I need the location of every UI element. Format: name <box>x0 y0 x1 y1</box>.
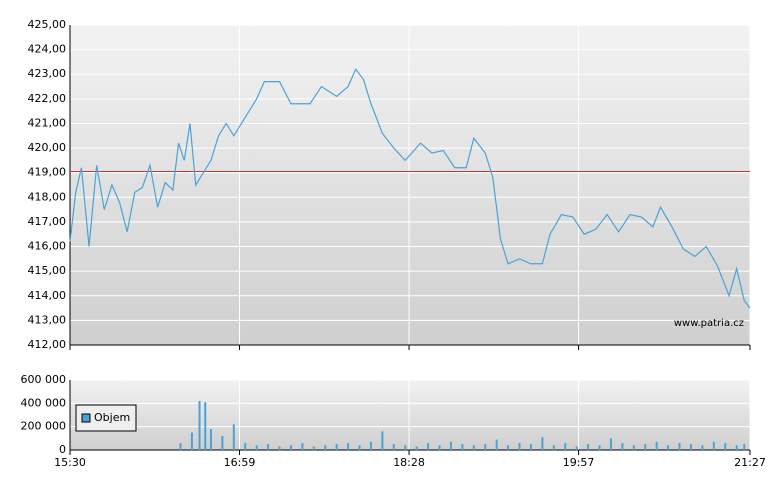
x-tick-label: 15:30 <box>54 456 86 469</box>
volume-bar <box>232 424 235 450</box>
volume-bar <box>381 431 384 450</box>
volume-bar <box>743 444 746 450</box>
volume-bar <box>552 445 555 450</box>
legend: Objem <box>75 404 137 432</box>
volume-bar <box>529 444 532 450</box>
y-tick-label: 423,00 <box>28 67 67 80</box>
x-tick-label: 19:57 <box>563 456 595 469</box>
y-tick-label: 400 000 <box>21 396 67 409</box>
y-tick-label: 420,00 <box>28 141 67 154</box>
volume-bar <box>358 445 361 450</box>
y-tick-label: 412,00 <box>28 338 67 351</box>
y-tick-label: 413,00 <box>28 313 67 326</box>
volume-bar <box>575 446 578 450</box>
y-tick-label: 200 000 <box>21 420 67 433</box>
volume-bar <box>472 445 475 450</box>
price-line <box>69 68 751 309</box>
volume-bar <box>392 444 395 450</box>
volume-bar <box>438 445 441 450</box>
y-tick-label: 415,00 <box>28 264 67 277</box>
plot-area <box>70 380 750 450</box>
volume-bar <box>518 443 521 450</box>
volume-bar <box>255 445 258 450</box>
plot-area <box>70 25 750 345</box>
volume-bar <box>335 444 338 450</box>
volume-bar <box>507 445 510 450</box>
volume-bar <box>655 441 658 450</box>
volume-bar <box>427 443 430 450</box>
y-tick-label: 416,00 <box>28 240 67 253</box>
legend-label: Objem <box>94 411 130 424</box>
volume-bar <box>587 444 590 450</box>
volume-bar <box>198 401 201 450</box>
y-tick-label: 419,00 <box>28 166 67 179</box>
volume-bar <box>621 443 624 450</box>
volume-bar <box>209 429 212 450</box>
y-tick-label: 414,00 <box>28 289 67 302</box>
volume-bar <box>301 443 304 450</box>
volume-bar <box>267 444 270 450</box>
legend-swatch <box>81 413 91 423</box>
volume-bar <box>204 402 207 450</box>
volume-bar <box>449 441 452 450</box>
y-tick-label: 417,00 <box>28 215 67 228</box>
volume-bar <box>724 443 727 450</box>
volume-bar <box>564 443 567 450</box>
volume-bar <box>179 443 182 450</box>
volume-bar <box>701 445 704 450</box>
volume-bar <box>324 445 327 450</box>
volume-bar <box>369 441 372 450</box>
volume-bar <box>312 446 315 450</box>
volume-bar <box>609 438 612 450</box>
volume-bar <box>644 444 647 450</box>
volume-bar <box>278 446 281 450</box>
y-tick-label: 600 000 <box>21 373 67 386</box>
watermark: www.patria.cz <box>674 318 744 329</box>
volume-bar <box>678 443 681 450</box>
volume-bar <box>289 445 292 450</box>
volume-bar <box>712 441 715 450</box>
y-tick-label: 425,00 <box>28 18 67 31</box>
volume-bar <box>221 436 224 450</box>
y-tick-label: 0 <box>59 443 66 456</box>
volume-bar <box>735 445 738 450</box>
volume-bar <box>415 446 418 450</box>
volume-bar <box>541 437 544 450</box>
volume-bar <box>190 432 193 450</box>
volume-bar <box>347 443 350 450</box>
volume-bar <box>632 445 635 450</box>
volume-bar <box>667 445 670 450</box>
y-tick-label: 422,00 <box>28 92 67 105</box>
y-tick-label: 424,00 <box>28 43 67 56</box>
volume-bar <box>689 444 692 450</box>
volume-bar <box>404 445 407 450</box>
x-tick-label: 18:28 <box>393 456 425 469</box>
y-tick-label: 421,00 <box>28 116 67 129</box>
volume-bar <box>495 439 498 450</box>
volume-bar <box>461 444 464 450</box>
x-tick-label: 16:59 <box>224 456 256 469</box>
x-tick-label: 21:27 <box>734 456 766 469</box>
volume-bar <box>244 443 247 450</box>
volume-bar <box>598 445 601 450</box>
y-tick-label: 418,00 <box>28 190 67 203</box>
volume-bar <box>484 444 487 450</box>
